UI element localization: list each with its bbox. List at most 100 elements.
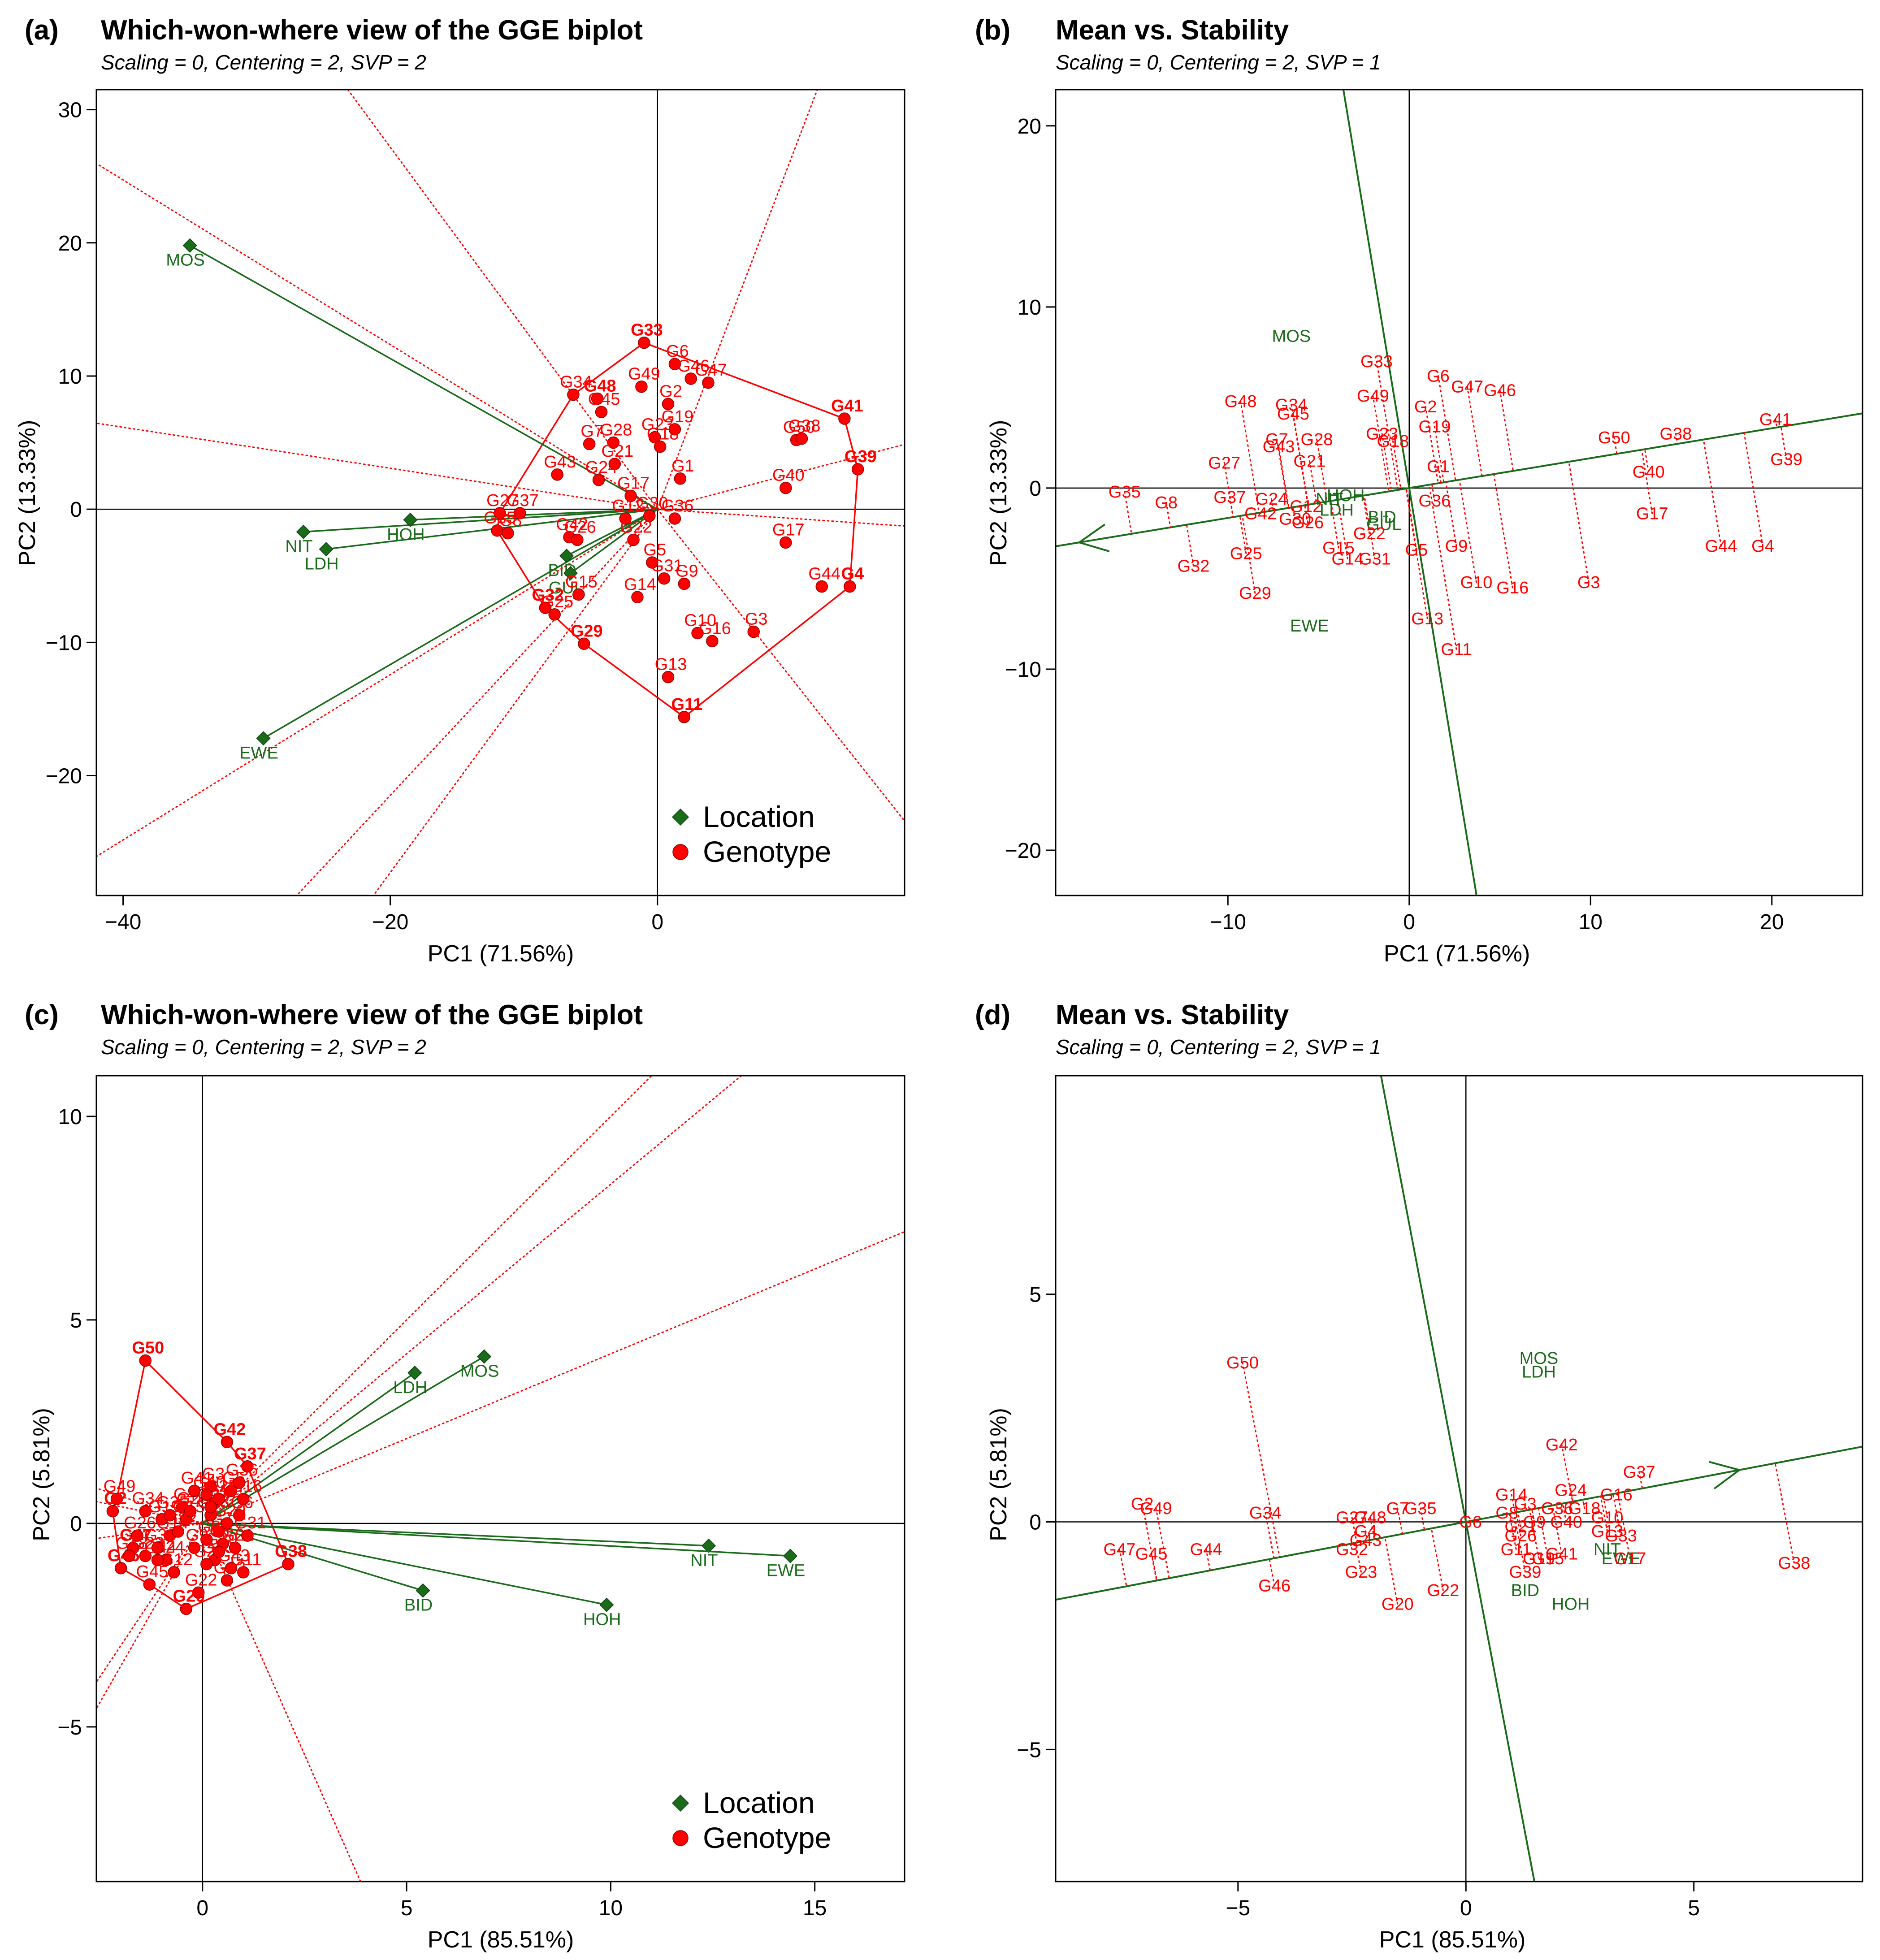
- genotype-point: [607, 436, 620, 449]
- panel-d-ylabel: PC2 (5.81%): [986, 1408, 1012, 1541]
- genotype-point: [143, 1578, 156, 1591]
- genotype-label: G27: [486, 491, 519, 510]
- projection-line: [1186, 524, 1194, 567]
- genotype-point: [513, 507, 526, 519]
- genotype-point: [684, 372, 697, 385]
- genotype-point: [200, 1558, 213, 1571]
- genotype-point: [233, 1476, 246, 1489]
- location-vector: [202, 1356, 485, 1524]
- location-marker: [319, 542, 334, 557]
- x-tick-label: 0: [1460, 1896, 1472, 1920]
- genotype-point: [237, 1566, 250, 1579]
- genotype-label: G32: [532, 586, 564, 605]
- panel-d-subtitle: Scaling = 0, Centering = 2, SVP = 1: [1056, 1035, 1381, 1059]
- sector-ray: [657, 508, 905, 527]
- panel-c-title: Which-won-where view of the GGE biplot: [101, 999, 643, 1030]
- location-marker: [563, 566, 578, 580]
- genotype-label: G34: [1275, 396, 1308, 415]
- genotype-label: G26: [1291, 514, 1324, 532]
- genotype-label: G12: [1290, 497, 1322, 516]
- projection-line: [1351, 1516, 1358, 1544]
- genotype-label: G4: [1751, 537, 1774, 556]
- genotype-label: G4: [1354, 1522, 1377, 1541]
- location-label: HOH: [1552, 1595, 1590, 1614]
- genotype-point: [139, 1505, 152, 1518]
- genotype-label: G9: [186, 1526, 208, 1545]
- genotype-label: G19: [1418, 418, 1451, 437]
- y-tick-label: 0: [70, 498, 82, 522]
- projection-line: [1205, 1548, 1211, 1571]
- y-tick-label: 10: [58, 365, 82, 389]
- genotype-point: [674, 472, 687, 485]
- projection-line: [1337, 499, 1348, 559]
- genotype-label: G42: [556, 515, 588, 534]
- genotype-label: G45: [588, 390, 620, 409]
- genotype-point: [678, 577, 691, 590]
- genotype-label: G28: [1301, 430, 1333, 449]
- projection-line: [1124, 491, 1132, 535]
- y-tick-label: 5: [1029, 1283, 1041, 1307]
- panel-c-subtitle: Scaling = 0, Centering = 2, SVP = 2: [101, 1035, 426, 1059]
- genotype-label: G27: [1336, 1508, 1368, 1527]
- genotype-label: G33: [631, 321, 663, 340]
- genotype-label: G15: [1322, 539, 1355, 558]
- projection-line: [1269, 1558, 1275, 1587]
- panel-b-ylabel: PC2 (13.33%): [986, 420, 1012, 567]
- location-marker: [407, 1365, 422, 1380]
- genotype-label: G41: [181, 1469, 213, 1488]
- genotype-label: G8: [1155, 493, 1178, 512]
- genotype-label: G26: [124, 1514, 156, 1532]
- projection-line: [1381, 433, 1392, 492]
- projection-line: [1524, 1503, 1527, 1511]
- genotype-label: G23: [1345, 1563, 1377, 1582]
- genotype-label: G21: [1504, 1518, 1537, 1536]
- plot-frame: [95, 1075, 905, 1882]
- genotype-label: G49: [104, 1477, 136, 1496]
- x-tick-label: 15: [803, 1896, 827, 1920]
- genotype-point: [548, 608, 561, 621]
- x-tick-label: 5: [1688, 1896, 1700, 1920]
- location-vector: [410, 508, 658, 521]
- x-tick-label: −40: [105, 910, 141, 934]
- projection-line: [1330, 500, 1339, 549]
- projection-line: [1602, 1495, 1608, 1518]
- genotype-label: G44: [144, 1538, 177, 1557]
- y-tick-label: −5: [1017, 1738, 1041, 1762]
- panel-a-title: Which-won-where view of the GGE biplot: [101, 15, 643, 46]
- genotype-label: G35: [156, 1493, 189, 1512]
- location-vector: [263, 508, 658, 739]
- genotype-label: G7: [1386, 1499, 1409, 1518]
- location-label: EWE: [1290, 617, 1329, 636]
- genotype-label: G44: [808, 565, 840, 584]
- location-label: BID: [1368, 508, 1396, 527]
- genotype-label: G39: [845, 447, 877, 466]
- genotype-point: [551, 468, 563, 481]
- x-tick-label: −5: [1226, 1896, 1250, 1920]
- genotype-point: [591, 392, 604, 405]
- genotype-point: [221, 1517, 234, 1530]
- projection-line: [1570, 1489, 1574, 1502]
- genotype-point: [595, 406, 608, 418]
- genotype-label: G24: [1555, 1481, 1587, 1500]
- location-vector: [202, 1523, 607, 1606]
- genotype-point: [123, 1549, 135, 1562]
- projection-line: [1292, 506, 1296, 520]
- location-label: NIT: [285, 537, 312, 556]
- genotype-label: G8: [1495, 1504, 1518, 1523]
- genotype-point: [608, 458, 621, 470]
- y-tick-label: 10: [58, 1105, 82, 1129]
- location-vector: [303, 508, 658, 533]
- location-label: MOS: [460, 1362, 499, 1381]
- genotype-label: G30: [1279, 510, 1311, 529]
- genotype-label: G48: [1354, 1508, 1386, 1527]
- genotype-label: G2: [1131, 1495, 1154, 1514]
- projection-line: [1364, 494, 1376, 559]
- projection-line: [1151, 1553, 1157, 1582]
- sector-ray: [657, 89, 818, 510]
- genotype-label: G15: [565, 572, 598, 591]
- location-label: HOH: [387, 525, 425, 544]
- genotype-point: [502, 527, 514, 540]
- projection-line: [1428, 484, 1457, 650]
- projection-line: [1675, 433, 1678, 445]
